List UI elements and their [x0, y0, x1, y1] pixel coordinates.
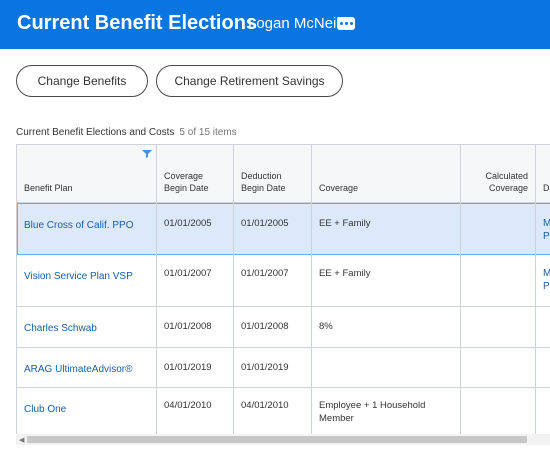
column-divider — [460, 145, 461, 434]
header-coverage-begin[interactable]: Coverage Begin Date — [164, 171, 209, 193]
table-row[interactable]: ARAG UltimateAdvisor® 01/01/2019 01/01/2… — [17, 348, 550, 388]
benefit-elections-grid: Benefit Plan Coverage Begin Date Deductio… — [16, 144, 550, 434]
header-calculated-coverage[interactable]: Calculated Coverage — [485, 171, 528, 193]
coverage-begin-date: 04/01/2010 — [164, 400, 212, 411]
header-partial-column[interactable]: D — [543, 183, 550, 193]
benefit-plan-link[interactable]: Club One — [24, 404, 67, 415]
benefit-plan-link[interactable]: Blue Cross of Calif. PPO — [24, 220, 134, 231]
header-deduction-begin[interactable]: Deduction Begin Date — [241, 171, 286, 193]
table-title: Current Benefit Elections and Costs — [16, 127, 175, 138]
column-divider — [156, 145, 157, 434]
coverage-begin-date: 01/01/2005 — [164, 218, 212, 229]
column-divider — [535, 145, 536, 434]
deduction-begin-date: 01/01/2008 — [241, 321, 289, 332]
page-header: Current Benefit Elections Logan McNeil — [0, 0, 550, 49]
table-caption: Current Benefit Elections and Costs 5 of … — [16, 127, 237, 138]
scroll-left-icon[interactable]: ◀ — [19, 437, 25, 444]
deduction-begin-date: 01/01/2019 — [241, 362, 289, 373]
benefit-plan-link[interactable]: Charles Schwab — [24, 323, 97, 334]
change-retirement-savings-button[interactable]: Change Retirement Savings — [156, 65, 343, 97]
coverage-begin-date: 01/01/2008 — [164, 321, 212, 332]
coverage-value: 8% — [319, 321, 333, 332]
table-row[interactable]: Club One 04/01/2010 04/01/2010 Employee … — [17, 388, 550, 434]
coverage-value: EE + Family — [319, 268, 371, 279]
deduction-begin-date: 01/01/2005 — [241, 218, 289, 229]
deduction-begin-date: 01/01/2007 — [241, 268, 289, 279]
coverage-begin-date: 01/01/2019 — [164, 362, 212, 373]
table-row[interactable]: Blue Cross of Calif. PPO 01/01/2005 01/0… — [17, 203, 550, 255]
header-benefit-plan[interactable]: Benefit Plan — [24, 183, 73, 193]
benefit-plan-link[interactable]: ARAG UltimateAdvisor® — [24, 364, 133, 375]
filter-icon[interactable] — [142, 150, 152, 158]
change-benefits-button[interactable]: Change Benefits — [16, 65, 148, 97]
scroll-thumb[interactable] — [27, 436, 527, 443]
horizontal-scrollbar[interactable]: ◀ — [16, 434, 550, 445]
column-divider — [233, 145, 234, 434]
coverage-value: EE + Family — [319, 218, 371, 229]
column-divider — [311, 145, 312, 434]
coverage-begin-date: 01/01/2007 — [164, 268, 212, 279]
header-coverage[interactable]: Coverage — [319, 183, 359, 193]
worker-name[interactable]: Logan McNeil — [248, 15, 340, 32]
deduction-begin-date: 04/01/2010 — [241, 400, 289, 411]
ellipsis-icon[interactable] — [337, 17, 355, 30]
partial-link[interactable]: MPa — [543, 218, 550, 242]
item-count: 5 of 15 items — [179, 127, 237, 138]
coverage-value: Employee + 1 Household Member — [319, 400, 426, 424]
table-row[interactable]: Vision Service Plan VSP 01/01/2007 01/01… — [17, 255, 550, 307]
page-title: Current Benefit Elections — [17, 12, 258, 34]
grid-header: Benefit Plan Coverage Begin Date Deductio… — [17, 145, 550, 203]
table-row[interactable]: Charles Schwab 01/01/2008 01/01/2008 8% — [17, 307, 550, 348]
partial-link[interactable]: MPa — [543, 268, 550, 292]
benefit-plan-link[interactable]: Vision Service Plan VSP — [24, 271, 133, 282]
